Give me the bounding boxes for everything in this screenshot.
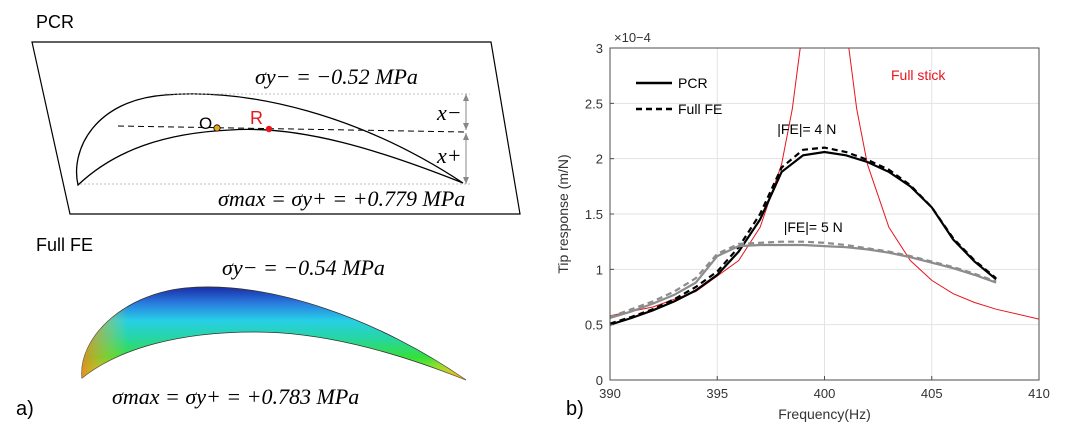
y-tick-label: 1.5: [585, 207, 603, 222]
pcr-title: PCR: [36, 12, 75, 32]
pcr-airfoil-diagram: [31, 41, 521, 381]
frequency-response-chart: 390 395 400 405 410 0 0.5 1 1.5 2 2.5 3 Frequency(Hz…: [555, 30, 1050, 422]
x-tick-label: 405: [921, 386, 943, 401]
fe-sigma-minus: σy− = −0.54 MPa: [222, 255, 385, 280]
series-line-full-fe-4n: [610, 146, 997, 325]
x-tick-label: 400: [814, 386, 836, 401]
panel-label-a: a): [16, 398, 34, 420]
pcr-sigma-max: σmax = σy+ = +0.779 MPa: [218, 186, 466, 211]
point-o-marker: [213, 124, 221, 132]
x-tick-label: 410: [1028, 386, 1050, 401]
annotation-force-4n: |FE|= 4 N: [777, 121, 836, 137]
point-r-marker: [265, 125, 273, 133]
panel-label-b: b): [566, 398, 584, 420]
series-line-pcr-4n: [610, 150, 997, 326]
legend-label-pcr: PCR: [678, 75, 708, 91]
neutral-axis-line: [117, 125, 467, 133]
x-tick-label: 390: [599, 386, 621, 401]
series-line-pcr-5n: [610, 243, 997, 320]
x-plus-label: x+: [437, 143, 462, 168]
y-axis-label: Tip response (m/N): [555, 154, 571, 273]
y-tick-label: 2.5: [585, 96, 603, 111]
point-o-label: O: [199, 114, 213, 133]
full-fe-title: Full FE: [36, 235, 94, 255]
y-tick-label: 1: [596, 262, 603, 277]
fe-sigma-max: σmax = σy+ = +0.783 MPa: [112, 384, 360, 409]
annotation-force-5n: |FE|= 5 N: [784, 219, 843, 235]
x-axis-label: Frequency(Hz): [778, 406, 871, 422]
pcr-plane: [31, 41, 521, 215]
x-minus-label: x−: [437, 100, 462, 125]
point-r-label: R: [250, 108, 263, 128]
annotation-full-stick: Full stick: [891, 67, 946, 83]
y-tick-label: 0.5: [585, 318, 603, 333]
legend-label-full-fe: Full FE: [678, 101, 722, 117]
y-tick-label: 3: [596, 41, 603, 56]
series-line-full-fe-5n: [610, 240, 997, 318]
x-tick-label: 395: [706, 386, 728, 401]
y-multiplier-label: ×10−4: [614, 30, 651, 45]
y-tick-label: 0: [596, 373, 603, 388]
pcr-airfoil-outline: [76, 93, 464, 187]
pcr-sigma-minus: σy− = −0.52 MPa: [255, 64, 418, 89]
y-tick-label: 2: [596, 152, 603, 167]
